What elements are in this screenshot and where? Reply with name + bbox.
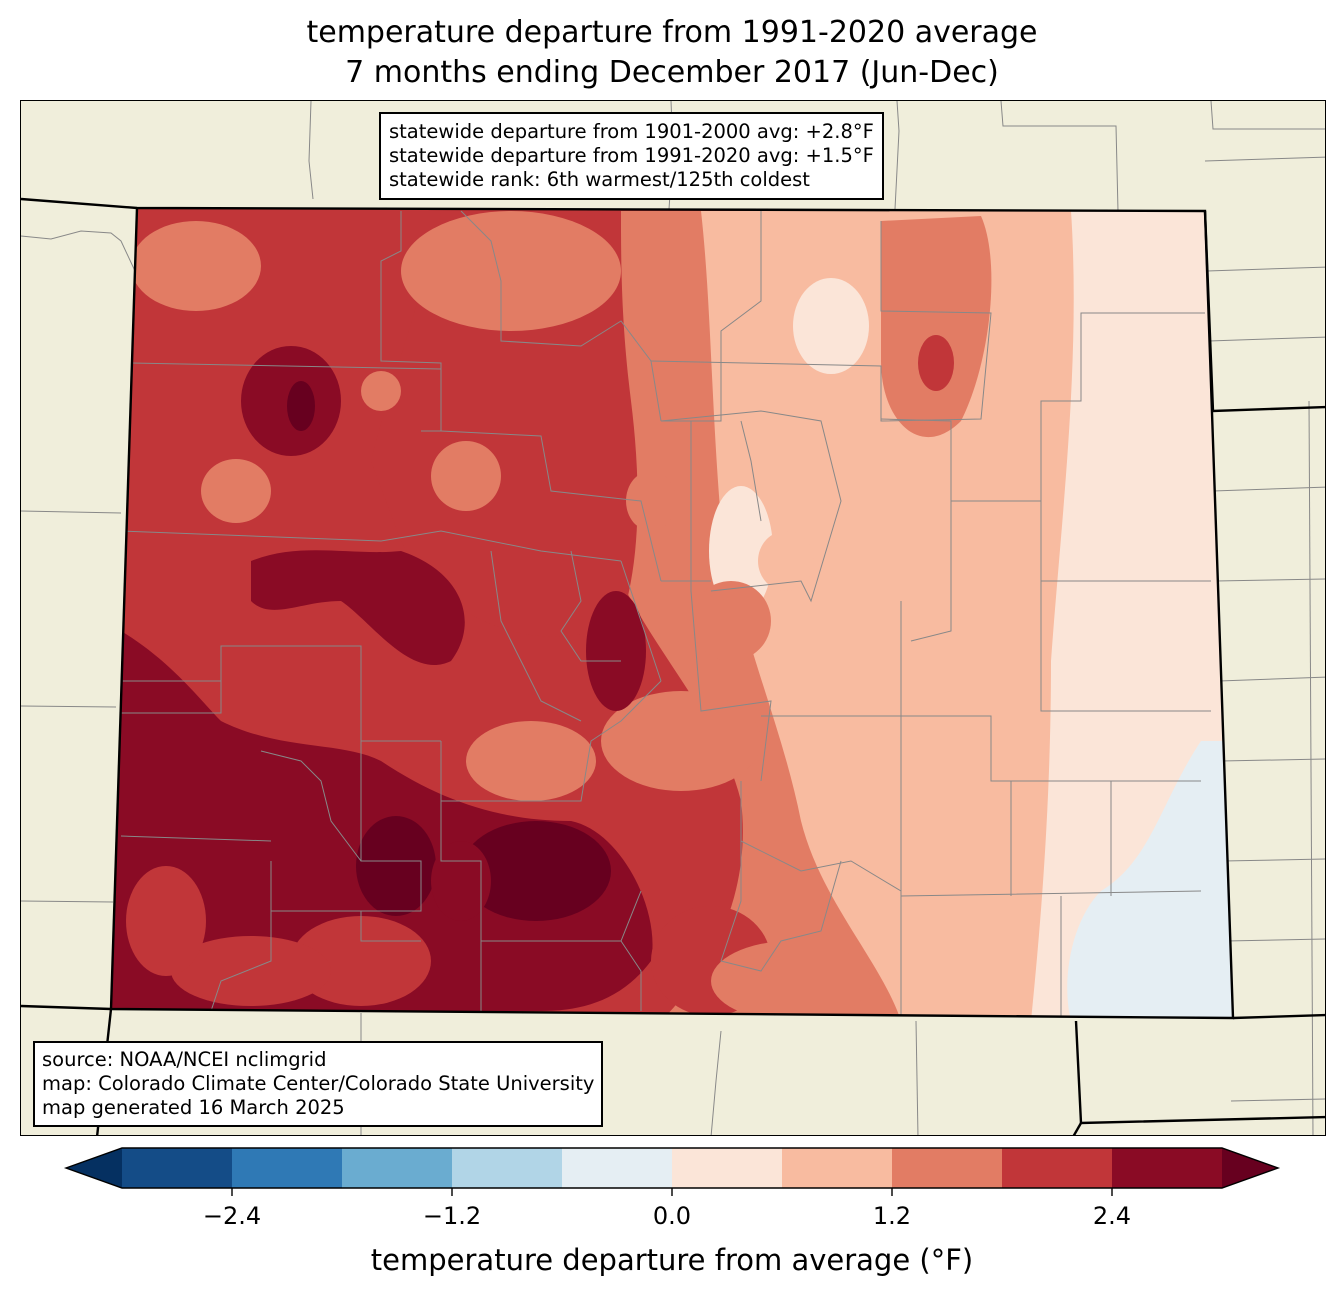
colorbar-segment (1002, 1148, 1113, 1188)
colorbar-segment (1112, 1148, 1223, 1188)
colorbar-segment (672, 1148, 783, 1188)
state-borders (21, 197, 1325, 1135)
colorbar-tick-label: −1.2 (423, 1202, 481, 1230)
credits-source: source: NOAA/NCEI nclimgrid (42, 1048, 327, 1071)
colorbar-segment (562, 1148, 673, 1188)
colorbar-segment (782, 1148, 893, 1188)
map-title-line2: 7 months ending December 2017 (Jun-Dec) (345, 55, 999, 90)
stats-line-rank: statewide rank: 6th warmest/125th coldes… (389, 168, 810, 191)
county-lines (120, 210, 1211, 1018)
colorbar-segment (452, 1148, 563, 1188)
credits-generated: map generated 16 March 2025 (42, 1096, 345, 1119)
colorado-map: statewide departure from 1901-2000 avg: … (20, 100, 1326, 1136)
stats-line-1901-2000: statewide departure from 1901-2000 avg: … (389, 120, 874, 143)
colorbar-segment (122, 1148, 233, 1188)
colorbar-label: temperature departure from average (°F) (370, 1243, 974, 1277)
colorbar-segments (122, 1148, 1223, 1188)
colorbar-tick-label: 2.4 (1093, 1202, 1131, 1230)
credits-box: source: NOAA/NCEI nclimgrid map: Colorad… (33, 1041, 604, 1127)
colorbar-tick-label: −2.4 (203, 1202, 261, 1230)
colorbar-segment (892, 1148, 1003, 1188)
colorbar: −2.4 −1.2 0.0 1.2 2.4 (63, 1147, 1281, 1230)
colorbar-segment (342, 1148, 453, 1188)
colorbar-ticks: −2.4 −1.2 0.0 1.2 2.4 (203, 1188, 1131, 1230)
colorbar-tick-label: 0.0 (653, 1202, 691, 1230)
stats-line-1991-2020: statewide departure from 1991-2020 avg: … (389, 144, 874, 167)
colorbar-under-arrow (66, 1148, 122, 1188)
colorbar-over-arrow (1222, 1148, 1278, 1188)
map-svg (21, 101, 1325, 1135)
colorbar-tick-label: 1.2 (873, 1202, 911, 1230)
colorbar-segment (232, 1148, 343, 1188)
map-title-line1: temperature departure from 1991-2020 ave… (306, 15, 1038, 50)
statewide-stats-box: statewide departure from 1901-2000 avg: … (379, 112, 884, 200)
credits-map: map: Colorado Climate Center/Colorado St… (42, 1072, 595, 1095)
temperature-contours (111, 208, 1233, 1018)
colorbar-outline (63, 1147, 1281, 1189)
